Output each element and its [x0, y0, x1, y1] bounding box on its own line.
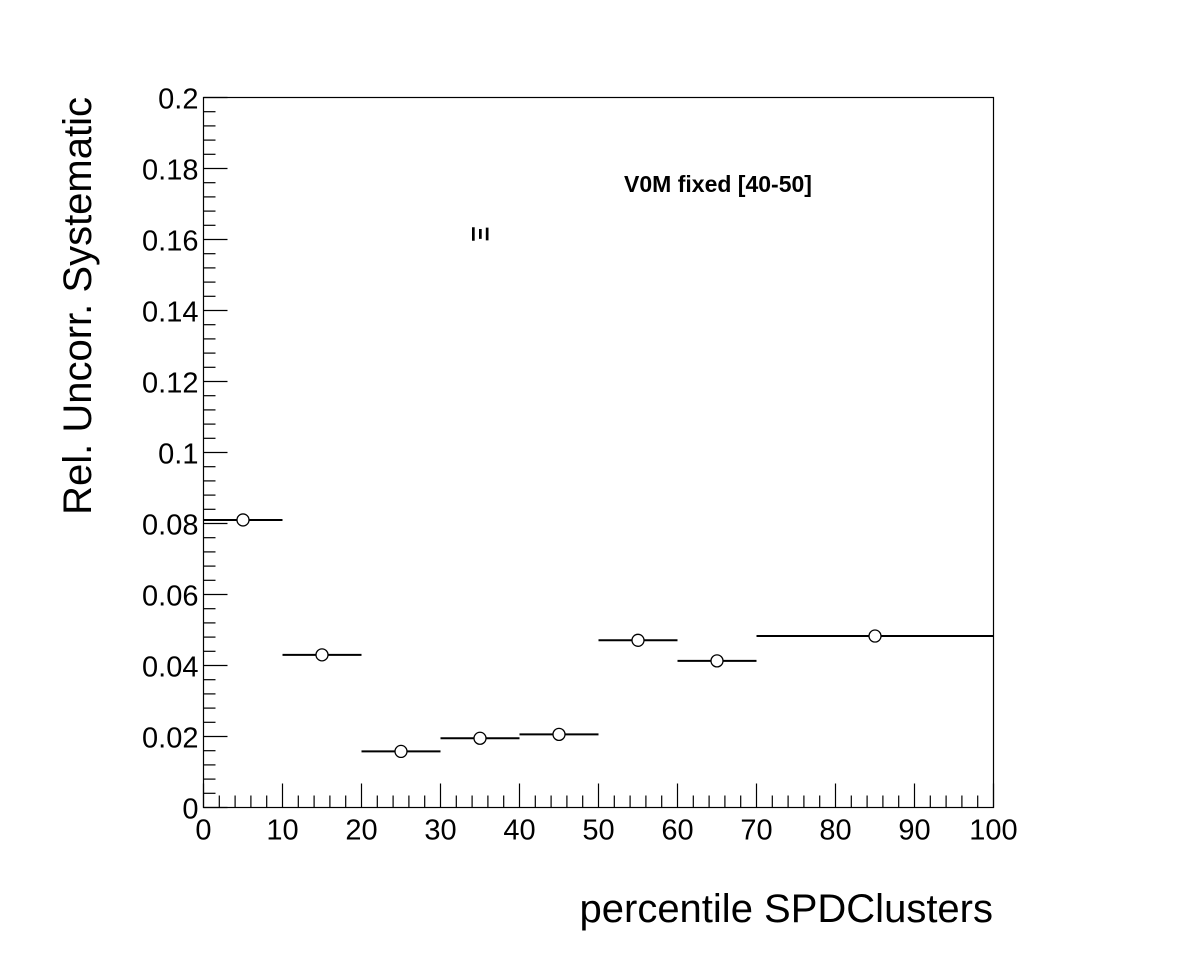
data-point-marker	[631, 633, 645, 647]
y-axis-tick-labels: 0 0.02 0.04 0.06 0.08 0.1 0.12 0.14 0.16 0.18 0.2	[142, 84, 198, 826]
x-tick-label: 60	[661, 815, 693, 847]
x-axis-tick-labels: 0 10 20 30 40 50 60 70 80 90 100	[195, 815, 1017, 847]
x-tick-label: 90	[898, 815, 930, 847]
y-tick-label: 0.04	[142, 652, 198, 684]
x-tick-label: 10	[266, 815, 298, 847]
y-tick-label: 0.08	[142, 510, 198, 542]
y-tick-label: 0.02	[142, 723, 198, 755]
y-tick-label: 0.2	[158, 84, 198, 116]
data-point-marker	[552, 727, 566, 742]
y-tick-label: 0.18	[142, 155, 198, 187]
annotation-particle-symbol: Ξ	[466, 226, 493, 241]
data-point-marker	[394, 744, 408, 759]
x-tick-label: 40	[503, 815, 535, 847]
data-point-marker	[236, 513, 250, 527]
x-tick-label: 0	[195, 815, 211, 847]
x-tick-label: 80	[819, 815, 851, 847]
x-tick-label: 20	[345, 815, 377, 847]
data-point-marker	[315, 648, 329, 662]
x-axis-label: percentile SPDClusters	[580, 887, 994, 931]
x-tick-label: 30	[424, 815, 456, 847]
data-point-marker	[473, 731, 487, 745]
x-tick-label: 70	[740, 815, 772, 847]
y-axis-label: Rel. Uncorr. Systematic	[56, 97, 100, 515]
plot-frame	[202, 96, 995, 809]
y-axis-ticks	[203, 96, 228, 809]
x-tick-label: 50	[582, 815, 614, 847]
data-series	[203, 513, 994, 759]
x-tick-label: 100	[969, 815, 1017, 847]
y-tick-label: 0.14	[142, 297, 198, 329]
y-tick-label: 0.12	[142, 368, 198, 400]
x-axis-ticks	[202, 783, 995, 808]
y-tick-label: 0.1	[158, 439, 198, 471]
data-point-marker	[868, 629, 882, 643]
y-tick-label: 0.06	[142, 581, 198, 613]
y-tick-label: 0	[182, 794, 198, 826]
data-point-marker	[710, 654, 724, 668]
y-tick-label: 0.16	[142, 226, 198, 258]
annotation-v0m-fixed: V0M fixed [40-50]	[624, 171, 812, 197]
